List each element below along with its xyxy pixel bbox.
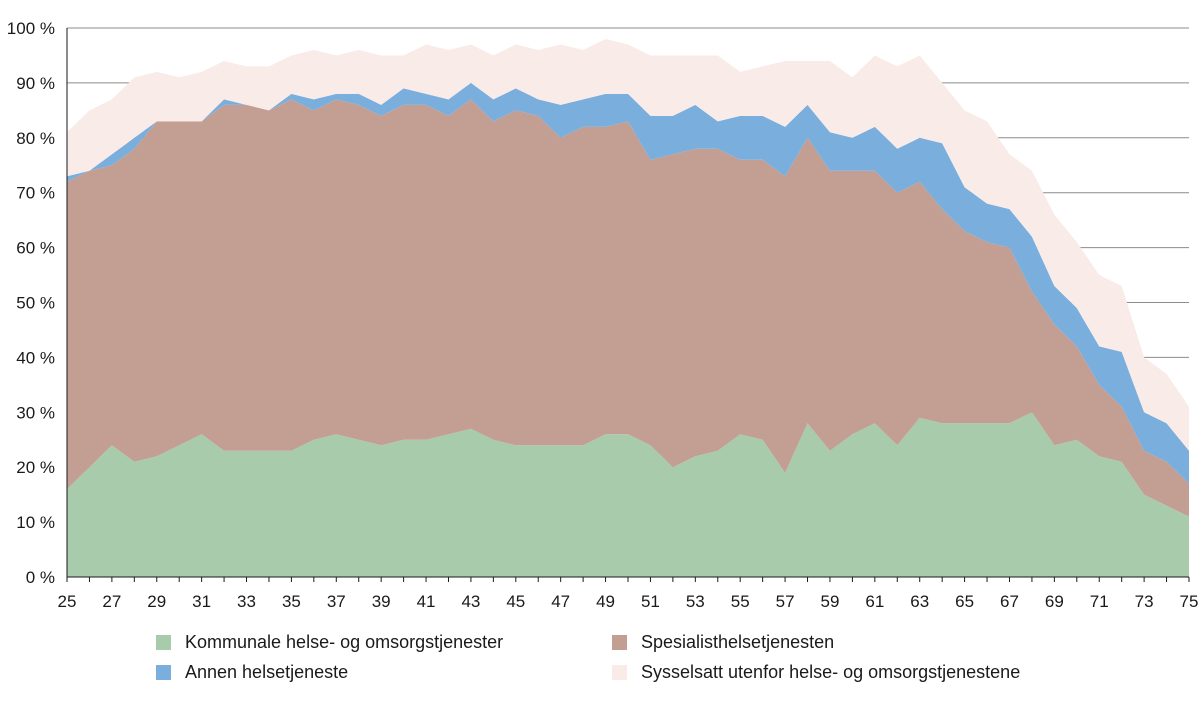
legend-item-annen: Annen helsetjeneste xyxy=(156,662,348,683)
y-tick-label: 90 % xyxy=(16,74,55,93)
x-tick-label: 53 xyxy=(686,592,705,610)
x-tick-label: 65 xyxy=(955,592,974,610)
y-tick-label: 20 % xyxy=(16,458,55,477)
x-tick-label: 37 xyxy=(327,592,346,610)
x-tick-label: 47 xyxy=(551,592,570,610)
area-series-4 xyxy=(67,38,1189,451)
x-tick-label: 71 xyxy=(1090,592,1109,610)
area-series-2 xyxy=(67,99,1189,517)
legend-label-annen: Annen helsetjeneste xyxy=(185,662,349,682)
y-tick-label: 40 % xyxy=(16,348,55,367)
x-tick-label: 27 xyxy=(102,592,121,610)
legend-item-kommunale: Kommunale helse- og omsorgstjenester xyxy=(156,632,503,653)
stacked-area-chart: 0 % 10 % 20 % 30 % 40 % 50 % 60 % 70 % 80 % 90 % 1… xyxy=(7,19,1199,610)
y-tick-label: 30 % xyxy=(16,403,55,422)
legend-swatch-annen xyxy=(156,665,171,680)
x-tick-label: 73 xyxy=(1135,592,1154,610)
y-tick-label: 70 % xyxy=(16,184,55,203)
y-tick-label: 80 % xyxy=(16,129,55,148)
legend-label-kommunale: Kommunale helse- og omsorgstjenester xyxy=(185,632,504,652)
y-tick-label: 60 % xyxy=(16,239,55,258)
legend-label-spesialist: Spesialisthelsetjenesten xyxy=(641,632,835,652)
y-tick-label: 100 % xyxy=(7,19,55,38)
legend-swatch-sysselsatt-utenfor xyxy=(612,665,627,680)
axes xyxy=(66,28,1190,582)
x-tick-label: 43 xyxy=(461,592,480,610)
x-tick-label: 45 xyxy=(506,592,525,610)
legend-label-sysselsatt-utenfor: Sysselsatt utenfor helse- og omsorgstjen… xyxy=(641,662,1021,682)
y-axis-tick-labels: 0 % 10 % 20 % 30 % 40 % 50 % 60 % 70 % 80 % 90 % 1… xyxy=(7,19,55,587)
y-tick-label: 50 % xyxy=(16,294,55,313)
legend-item-spesialist: Spesialisthelsetjenesten xyxy=(612,632,834,653)
x-tick-label: 61 xyxy=(865,592,884,610)
x-tick-label: 25 xyxy=(58,592,77,610)
area-series-1 xyxy=(67,412,1189,577)
legend-swatch-kommunale xyxy=(156,635,171,650)
x-tick-label: 41 xyxy=(417,592,436,610)
x-tick-label: 35 xyxy=(282,592,301,610)
x-tick-label: 29 xyxy=(147,592,166,610)
x-tick-label: 57 xyxy=(776,592,795,610)
x-tick-label: 51 xyxy=(641,592,660,610)
legend-swatch-spesialist xyxy=(612,635,627,650)
x-tick-label: 39 xyxy=(372,592,391,610)
x-axis-tick-labels: 25 27 29 31 33 35 37 39 41 43 45 47 49 51 53 55 57 59 61 63… xyxy=(58,592,1199,610)
x-tick-label: 49 xyxy=(596,592,615,610)
x-tick-label: 33 xyxy=(237,592,256,610)
x-tick-label: 59 xyxy=(820,592,839,610)
x-tick-label: 75 xyxy=(1180,592,1199,610)
legend: Kommunale helse- og omsorgstjenester Spe… xyxy=(0,620,1200,700)
x-tick-label: 31 xyxy=(192,592,211,610)
areas xyxy=(67,38,1189,577)
x-tick-label: 69 xyxy=(1045,592,1064,610)
y-tick-label: 10 % xyxy=(16,513,55,532)
legend-item-sysselsatt-utenfor: Sysselsatt utenfor helse- og omsorgstjen… xyxy=(612,662,1020,683)
x-tick-label: 55 xyxy=(731,592,750,610)
area-series-3 xyxy=(67,82,1189,484)
x-tick-label: 67 xyxy=(1000,592,1019,610)
y-tick-label: 0 % xyxy=(26,568,55,587)
x-tick-label: 63 xyxy=(910,592,929,610)
